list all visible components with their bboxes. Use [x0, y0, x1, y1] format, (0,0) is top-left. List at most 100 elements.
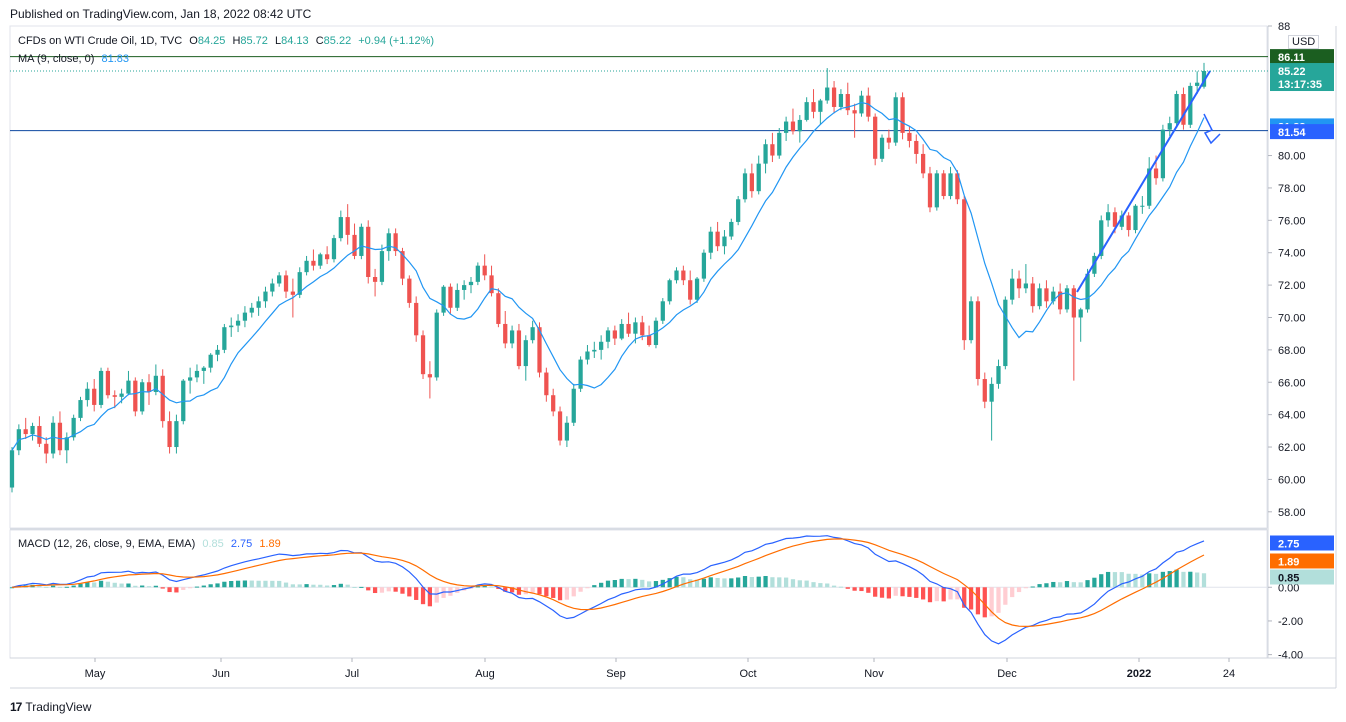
macd-histogram-bar [283, 582, 289, 588]
footer-brand[interactable]: 17 TradingView [10, 700, 91, 714]
candle-body [1037, 288, 1042, 307]
candle-body [215, 349, 220, 355]
candle-body [270, 283, 275, 292]
candle-body [311, 260, 316, 266]
high-badge-bg [1270, 49, 1334, 65]
macd-legend-hist: 0.85 [202, 538, 224, 550]
macd-histogram-bar [674, 576, 679, 588]
candle-body [475, 265, 480, 282]
macd-histogram-bar [722, 578, 727, 588]
candle-body [160, 375, 165, 422]
candle-body [873, 116, 878, 159]
candle-body [530, 327, 535, 341]
candle-body [44, 443, 49, 454]
candle-body [1071, 288, 1076, 318]
macd-histogram-bar [1071, 582, 1076, 588]
macd-histogram-bar [85, 582, 90, 588]
candle-body [1099, 220, 1104, 256]
macd-histogram-bar [578, 587, 583, 592]
currency-button[interactable]: USD [1288, 35, 1320, 49]
candle-body [968, 301, 974, 341]
candle-body [455, 289, 460, 308]
macd-histogram-bar [167, 587, 172, 593]
candle-body [681, 270, 686, 281]
signal-badge-bg [1270, 553, 1334, 569]
candle-body [208, 354, 213, 368]
open-label: O [189, 35, 198, 47]
macd-histogram-bar [57, 586, 63, 588]
candle-body [831, 87, 837, 107]
macd-histogram-bar [78, 583, 83, 588]
candle-body [242, 312, 248, 321]
macd-histogram-bar [585, 587, 590, 589]
candle-body [263, 291, 268, 302]
macd-histogram-bar [187, 587, 193, 589]
candle-body [838, 94, 844, 107]
candle-body [283, 275, 289, 292]
macd-histogram-bar [873, 587, 878, 597]
candle-body [1153, 168, 1159, 179]
macd-histogram-bar [646, 581, 652, 588]
candle-body [105, 370, 111, 396]
macd-histogram-bar [146, 586, 152, 588]
macd-histogram-bar [763, 576, 768, 588]
candle-body [701, 252, 707, 279]
macd-legend-macd: 2.75 [230, 538, 253, 550]
macd-histogram-bar [318, 584, 323, 588]
candle-body [98, 370, 104, 405]
macd-histogram-bar [770, 577, 775, 588]
macd-histogram-bar [98, 580, 104, 588]
macd-histogram-bar [982, 587, 987, 618]
price-pane-frame [9, 25, 1268, 529]
macd-histogram-bar [790, 579, 796, 588]
open-value: 84.25 [197, 35, 226, 47]
macd-histogram-bar [640, 579, 645, 588]
x-tick-label: Aug [475, 668, 495, 680]
candle-body [1044, 288, 1049, 302]
candle-body [393, 233, 398, 252]
candle-body [187, 377, 193, 381]
macd-histogram-bar [667, 578, 672, 588]
candle-body [742, 173, 748, 200]
ma-line [11, 101, 1205, 451]
candle-body [989, 383, 994, 402]
macd-histogram-bar [71, 585, 76, 588]
macd-histogram-bar [208, 584, 213, 588]
signal-badge-text: 1.89 [1278, 557, 1299, 569]
candle-body [352, 234, 357, 256]
macd-histogram-bar [160, 587, 165, 589]
candle-body [852, 110, 857, 114]
x-tick-label: Sep [606, 668, 626, 680]
x-tick-label: May [85, 668, 106, 680]
symbol-title: CFDs on WTI Crude Oil, 1D, TVC [18, 35, 183, 47]
macd-histogram-bar [92, 582, 97, 588]
macd-histogram-bar [153, 585, 158, 588]
y-tick-label: 76.00 [1278, 215, 1306, 227]
candle-body [1119, 215, 1124, 227]
candle-body [174, 421, 179, 448]
candle-body [729, 221, 734, 237]
macd-histogram-bar [194, 586, 200, 588]
last-price-badge-bg [1270, 63, 1334, 92]
candle-body [592, 349, 597, 352]
macd-histogram-bar [537, 587, 542, 595]
macd-histogram-bar [140, 585, 145, 588]
y-tick-label: 78.00 [1278, 183, 1306, 195]
macd-histogram-bar [290, 584, 295, 588]
macd-histogram-bar [934, 587, 939, 602]
macd-histogram-bar [222, 581, 227, 588]
published-header: Published on TradingView.com, Jan 18, 20… [10, 7, 312, 21]
candle-body [71, 417, 76, 438]
macd-histogram-bar [331, 585, 337, 588]
macd-histogram-bar [1058, 582, 1063, 588]
macd-histogram-bar [633, 578, 638, 588]
macd-histogram-bar [475, 586, 480, 588]
y-tick-label: 60.00 [1278, 474, 1306, 486]
macd-tick-label: -4.00 [1278, 650, 1303, 662]
candle-body [92, 388, 97, 405]
macd-histogram-bar [270, 580, 275, 588]
macd-histogram-bar [1181, 571, 1186, 588]
macd-histogram-bar [1174, 569, 1179, 588]
